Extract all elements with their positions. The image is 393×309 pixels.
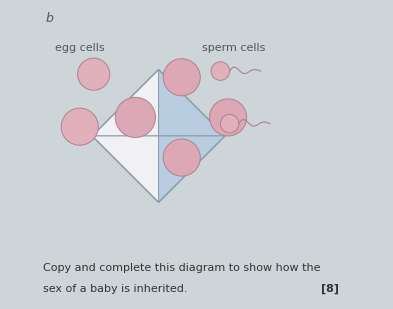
Circle shape <box>211 62 230 80</box>
Circle shape <box>163 59 200 96</box>
Circle shape <box>115 97 156 138</box>
Circle shape <box>61 108 98 145</box>
Text: Copy and complete this diagram to show how the: Copy and complete this diagram to show h… <box>43 264 320 273</box>
Polygon shape <box>92 136 158 202</box>
Polygon shape <box>92 70 158 136</box>
Circle shape <box>163 139 200 176</box>
Text: [8]: [8] <box>321 284 339 294</box>
Text: egg cells: egg cells <box>55 43 105 53</box>
Circle shape <box>77 58 110 90</box>
Text: sperm cells: sperm cells <box>202 43 265 53</box>
Polygon shape <box>158 70 225 136</box>
Polygon shape <box>158 136 225 202</box>
Text: sex of a baby is inherited.: sex of a baby is inherited. <box>43 284 187 294</box>
Text: b: b <box>46 12 53 25</box>
Circle shape <box>220 114 239 133</box>
Circle shape <box>209 99 247 136</box>
